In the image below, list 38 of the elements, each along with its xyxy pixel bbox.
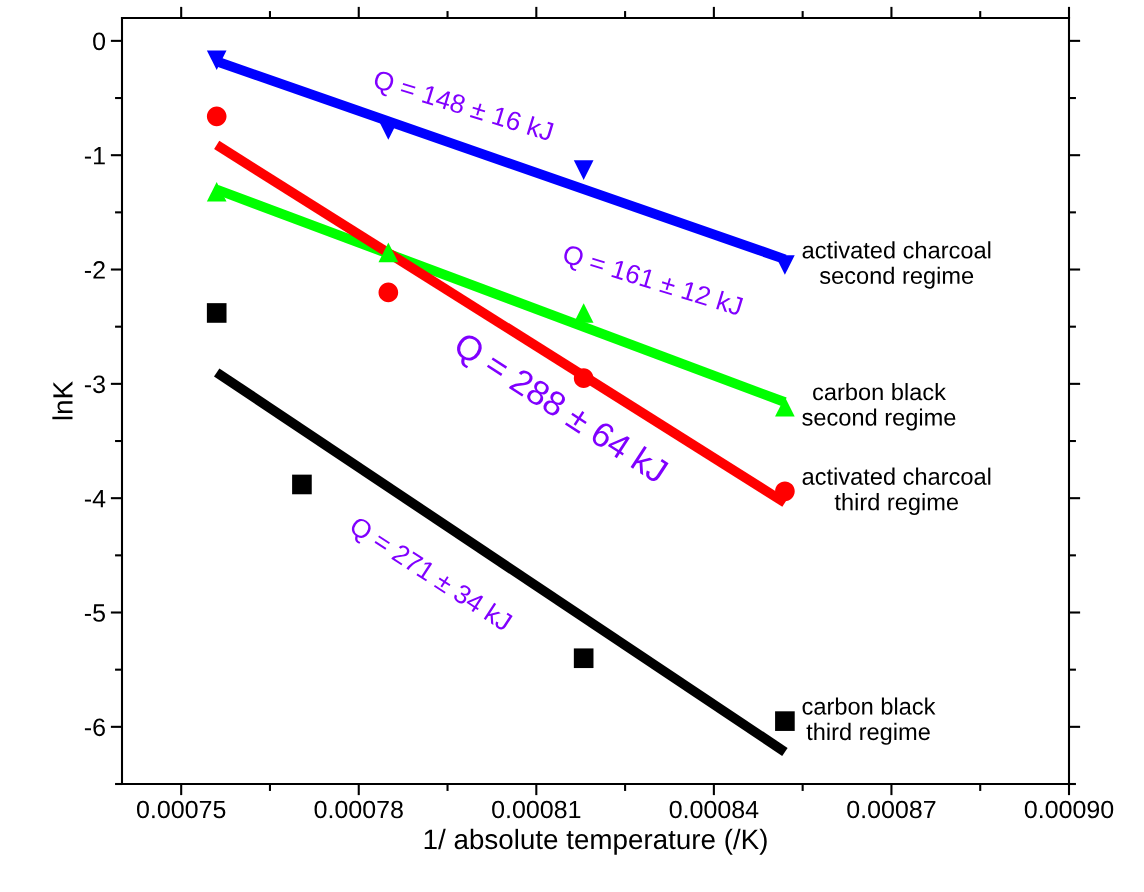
y-tick-label: 0 [93, 32, 106, 51]
series-label: carbon black third regime [802, 697, 936, 745]
point [775, 396, 795, 417]
x-tick-label: 0.00087 [847, 800, 936, 819]
annotation: Q = 161 ± 12 kJ [560, 243, 744, 321]
point [206, 50, 227, 71]
y-tick-label: -4 [84, 490, 106, 508]
y-tick-label: -6 [84, 718, 105, 737]
point [378, 242, 399, 263]
y-tick-label: -2 [84, 261, 105, 279]
point [573, 368, 594, 388]
x-tick-label: 0.00078 [314, 800, 403, 819]
y-tick-label: -5 [84, 604, 105, 622]
y-tick-label: -1 [84, 147, 105, 165]
y-tick-label: -3 [84, 375, 105, 394]
annotation: Q = 288 ± 64 kJ [449, 330, 670, 489]
point [206, 181, 227, 202]
annotation: Q = 148 ± 16 kJ [371, 68, 554, 146]
point [573, 160, 594, 180]
point [775, 711, 795, 731]
point [775, 481, 795, 502]
point [573, 303, 594, 323]
x-tick-label: 0.00075 [136, 800, 226, 819]
series-label: activated charcoal third regime [802, 467, 991, 516]
x-tick-label: 0.00090 [1024, 800, 1114, 819]
point [775, 255, 795, 275]
x-axis-title: 1/ absolute temperature (/K) [424, 828, 767, 855]
x-tick-label: 0.00084 [669, 800, 759, 819]
point [206, 106, 227, 127]
x-tick-label: 0.00081 [492, 800, 581, 819]
point [206, 303, 227, 323]
y-axis-title: lnK [52, 381, 73, 420]
point [378, 282, 399, 303]
point [292, 474, 312, 495]
series-label: activated charcoal second regime [802, 241, 991, 289]
series-label: carbon black second regime [802, 383, 956, 431]
point [573, 648, 594, 669]
annotation: Q = 271 ± 34 kJ [346, 515, 514, 636]
